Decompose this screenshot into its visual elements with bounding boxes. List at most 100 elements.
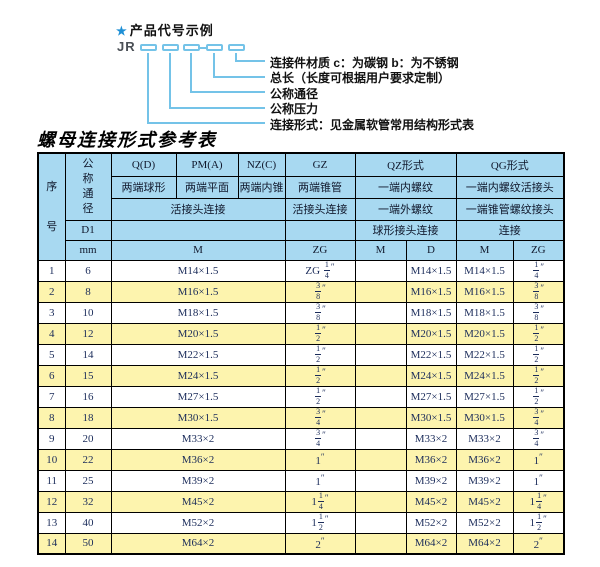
qg-zg-cell: 3 8 ″	[512, 301, 565, 324]
qg-m-cell: M14×1.5	[455, 259, 514, 282]
diagram-title: ★ 产品代号示例	[116, 20, 214, 39]
table-row: 7 16 M27×1.5 1 2 ″ M27×1.5 M27×1.5 1 2 ″	[37, 385, 565, 408]
m-thread-cell: M14×1.5	[110, 259, 286, 282]
qz-m-cell	[354, 406, 407, 429]
dn-cell: 18	[64, 406, 112, 429]
table-row: 14 50 M64×2 2″ M64×2 M64×2 2″	[37, 532, 565, 555]
dn-cell: 12	[64, 322, 112, 345]
header-ends-gz: 两端锥管	[284, 175, 356, 199]
qz-m-cell	[354, 427, 407, 450]
qg-m-cell: M30×1.5	[455, 406, 514, 429]
connector-line	[213, 76, 265, 78]
qg-m-cell: M52×2	[455, 511, 514, 534]
table-title: 螺母连接形式参考表	[37, 130, 217, 150]
header-unit-m: M	[110, 239, 286, 261]
m-thread-cell: M16×1.5	[110, 280, 286, 303]
gz-zg-cell: 1 2 ″	[284, 364, 356, 387]
gz-zg-cell: 1 1 2 ″	[284, 511, 356, 534]
connector-line	[190, 53, 192, 93]
qg-m-cell: M16×1.5	[455, 280, 514, 303]
table-row: 5 14 M22×1.5 1 2 ″ M22×1.5 M22×1.5 1 2 ″	[37, 343, 565, 366]
dn-cell: 40	[64, 511, 112, 534]
table-row: 13 40 M52×2 1 1 2 ″ M52×2 M52×2 1 1 2 ″	[37, 511, 565, 534]
qg-zg-cell: 3 8 ″	[512, 280, 565, 303]
header-joint-union: 活接头连接	[110, 197, 286, 221]
seq-cell: 12	[37, 490, 66, 513]
seq-cell: 5	[37, 343, 66, 366]
header-unit-qz-d: D	[405, 239, 457, 261]
qz-m-cell	[354, 511, 407, 534]
header-unit-qz-m: M	[354, 239, 407, 261]
qg-zg-cell: 2″	[512, 532, 565, 555]
connector-line	[235, 53, 237, 62]
connector-line	[147, 53, 149, 124]
code-label-material: 连接件材质 c：为碳钢 b：为不锈钢	[270, 56, 459, 70]
gz-zg-cell: ZG 1 4 ″	[284, 259, 356, 282]
table-row: 8 18 M30×1.5 3 4 ″ M30×1.5 M30×1.5 3 4 ″	[37, 406, 565, 429]
seq-cell: 3	[37, 301, 66, 324]
qz-d-cell: M45×2	[405, 490, 457, 513]
connector-line	[235, 60, 265, 62]
m-thread-cell: M36×2	[110, 448, 286, 471]
qz-m-cell	[354, 343, 407, 366]
qz-d-cell: M18×1.5	[405, 301, 457, 324]
m-thread-cell: M27×1.5	[110, 385, 286, 408]
qz-m-cell	[354, 301, 407, 324]
qg-m-cell: M22×1.5	[455, 343, 514, 366]
qz-m-cell	[354, 322, 407, 345]
seq-cell: 14	[37, 532, 66, 555]
product-code-prefix: JR	[117, 39, 136, 54]
qg-zg-cell: 1″	[512, 448, 565, 471]
table-row: 6 15 M24×1.5 1 2 ″ M24×1.5 M24×1.5 1 2 ″	[37, 364, 565, 387]
dn-cell: 32	[64, 490, 112, 513]
gz-zg-cell: 1 1 4 ″	[284, 490, 356, 513]
header-empty-cell	[284, 219, 356, 241]
m-thread-cell: M18×1.5	[110, 301, 286, 324]
seq-cell: 9	[37, 427, 66, 450]
seq-cell: 1	[37, 259, 66, 282]
m-thread-cell: M30×1.5	[110, 406, 286, 429]
qg-zg-cell: 1 2 ″	[512, 343, 565, 366]
qg-m-cell: M45×2	[455, 490, 514, 513]
gz-zg-cell: 3 8 ″	[284, 301, 356, 324]
seq-cell: 4	[37, 322, 66, 345]
qg-m-cell: M64×2	[455, 532, 514, 555]
gz-zg-cell: 3 4 ″	[284, 406, 356, 429]
qg-zg-cell: 1 2 ″	[512, 364, 565, 387]
header-joint-gz: 活接头连接	[284, 197, 356, 221]
table-row: 3 10 M18×1.5 3 8 ″ M18×1.5 M18×1.5 3 8 ″	[37, 301, 565, 324]
m-thread-cell: M22×1.5	[110, 343, 286, 366]
dn-cell: 25	[64, 469, 112, 492]
table-row: 12 32 M45×2 1 1 4 ″ M45×2 M45×2 1 1 4 ″	[37, 490, 565, 513]
header-d1: D1	[64, 219, 112, 241]
diagram-title-text: 产品代号示例	[129, 23, 214, 38]
connector-line	[169, 107, 265, 109]
qz-d-cell: M30×1.5	[405, 406, 457, 429]
header-empty-cell	[110, 219, 286, 241]
connector-line	[169, 53, 171, 109]
seq-cell: 13	[37, 511, 66, 534]
product-code-diagram: ★ 产品代号示例 JR 连接件材质 c：为碳钢 b：为不锈钢 总长（长度可根据用户…	[0, 0, 600, 132]
qz-m-cell	[354, 364, 407, 387]
m-thread-cell: M64×2	[110, 532, 286, 555]
connector-line	[190, 91, 265, 93]
code-box-4	[206, 44, 223, 51]
header-ends-pma: 两端平面	[175, 175, 239, 199]
gz-zg-cell: 1 2 ″	[284, 343, 356, 366]
gz-zg-cell: 1 2 ″	[284, 385, 356, 408]
dn-cell: 16	[64, 385, 112, 408]
nut-connection-reference-table: 序号 公称通径 Q(D) PM(A) NZ(C) GZ QZ形式 QG形式 两端…	[37, 152, 566, 555]
header-unit-zg: ZG	[284, 239, 356, 261]
code-dash	[200, 47, 206, 49]
qz-m-cell	[354, 280, 407, 303]
qg-m-cell: M18×1.5	[455, 301, 514, 324]
seq-cell: 10	[37, 448, 66, 471]
dn-cell: 22	[64, 448, 112, 471]
qg-zg-cell: 1 2 ″	[512, 385, 565, 408]
table-row: 9 20 M33×2 3 4 ″ M33×2 M33×2 3 4 ″	[37, 427, 565, 450]
connector-line	[147, 122, 265, 124]
qg-zg-cell: 1 1 4 ″	[512, 490, 565, 513]
m-thread-cell: M33×2	[110, 427, 286, 450]
qg-m-cell: M24×1.5	[455, 364, 514, 387]
qz-d-cell: M33×2	[405, 427, 457, 450]
